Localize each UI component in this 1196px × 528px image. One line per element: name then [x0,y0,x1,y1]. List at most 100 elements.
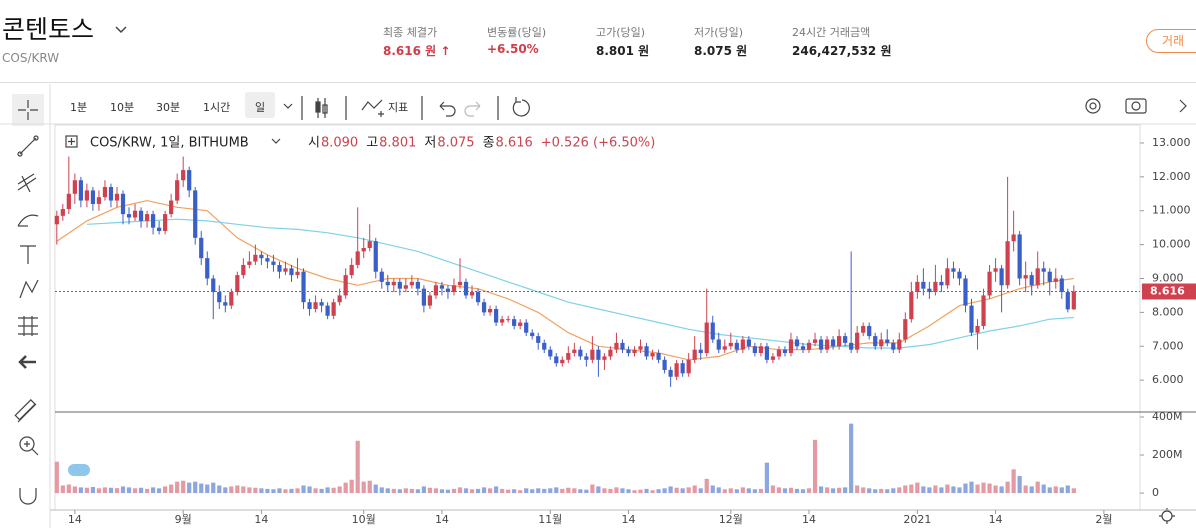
candle-body [114,193,120,201]
volume-bar [945,484,950,494]
candle-body [668,369,673,377]
legend-label: 시 [308,136,320,151]
volume-tick-label: 400M [1152,410,1183,423]
volume-bar [66,484,71,494]
candle-body [776,349,782,357]
candle-body [680,363,685,374]
interval-button[interactable]: 일 [255,101,266,114]
candle-body [800,346,806,350]
volume-bar [493,486,499,494]
stat-value: 8.616 원 ↑ [383,44,451,58]
volume-bar [566,487,571,494]
volume-bar [843,487,848,494]
candle-body [289,268,294,276]
trade-button[interactable]: 거래 [1146,29,1196,53]
volume-bar [181,480,186,494]
moving-average [56,199,1074,361]
candle-body [554,356,559,364]
last-price-label: 8.616 [1150,285,1185,298]
volume-bar [500,488,505,494]
title-dropdown[interactable] [114,24,128,36]
candle-body [150,214,156,228]
volume-bar [1011,469,1016,494]
volume-bar [981,482,986,494]
volume-bar [596,486,601,494]
volume-bar [150,487,156,494]
candle-body [957,271,962,279]
volume-bar [578,489,583,494]
interval-button[interactable]: 1시간 [203,101,231,114]
volume-bar [319,488,324,494]
coin-title: 콘텐토스 [2,15,95,44]
candle-body [319,302,324,306]
volume-bar [668,486,673,494]
candle-body [397,281,402,289]
candle-body [861,325,866,333]
y-tick-label: 6.000 [1152,373,1184,386]
volume-bar [656,489,661,494]
volume-bar [193,481,198,494]
interval-button[interactable]: 30분 [156,101,181,114]
volume-bar [144,488,150,494]
volume-bar [650,490,655,494]
candle-body [421,288,426,306]
volume-bar [451,488,457,494]
candle-body [451,285,457,293]
x-tick-label: 2월 [1095,513,1112,526]
candle-body [855,332,860,350]
candle-body [199,237,204,259]
volume-bar [626,489,631,494]
candle-body [1005,241,1010,286]
volume-bar [337,486,342,494]
candle-body [626,349,631,354]
candle-body [758,346,763,354]
volume-bar [662,488,667,494]
volume-bar [403,488,408,494]
candle-body [187,170,192,191]
volume-bar [837,487,842,494]
candle-body [175,180,180,201]
candle-body [271,261,276,265]
candle-body [632,349,637,354]
candle-body [542,342,547,350]
volume-bar [481,487,487,494]
candle-body [253,254,258,262]
candle-body [716,339,721,350]
candle-body [163,214,168,232]
volume-bar [1035,481,1040,494]
y-tick-label: 11.000 [1152,204,1191,217]
stat-value: 8.075 원 [694,44,748,58]
candle-body [60,209,65,216]
candle-body [644,346,649,357]
candle-body [54,215,59,225]
candle-body [493,308,499,323]
legend-value: 8.075 [437,136,474,151]
candle-body [734,342,739,350]
candle-body [1023,275,1028,279]
volume-bar [824,487,830,494]
candle-body [698,349,703,354]
candle-body [650,353,655,357]
volume-bar [957,487,962,494]
candle-body [469,292,475,296]
volume-bar [722,489,727,494]
volume-bar [921,486,926,494]
x-tick-label: 14 [68,513,82,526]
volume-bar [373,484,378,494]
interval-button[interactable]: 10분 [110,101,135,114]
volume-bar [740,487,745,494]
candle-body [608,349,613,357]
candle-body [331,302,336,316]
volume-bar [1023,485,1028,494]
volume-bar [680,488,685,494]
volume-bar [229,486,234,494]
volume-bar [1041,484,1046,494]
indicator-button[interactable]: 지표 [388,101,409,114]
candle-body [915,281,920,293]
candle-body [90,190,96,204]
stat-label: 고가(당일) [596,26,646,39]
volume-bar [84,487,90,494]
interval-button[interactable]: 1분 [70,101,88,114]
candle-body [427,295,433,306]
volume-bar [132,488,138,494]
